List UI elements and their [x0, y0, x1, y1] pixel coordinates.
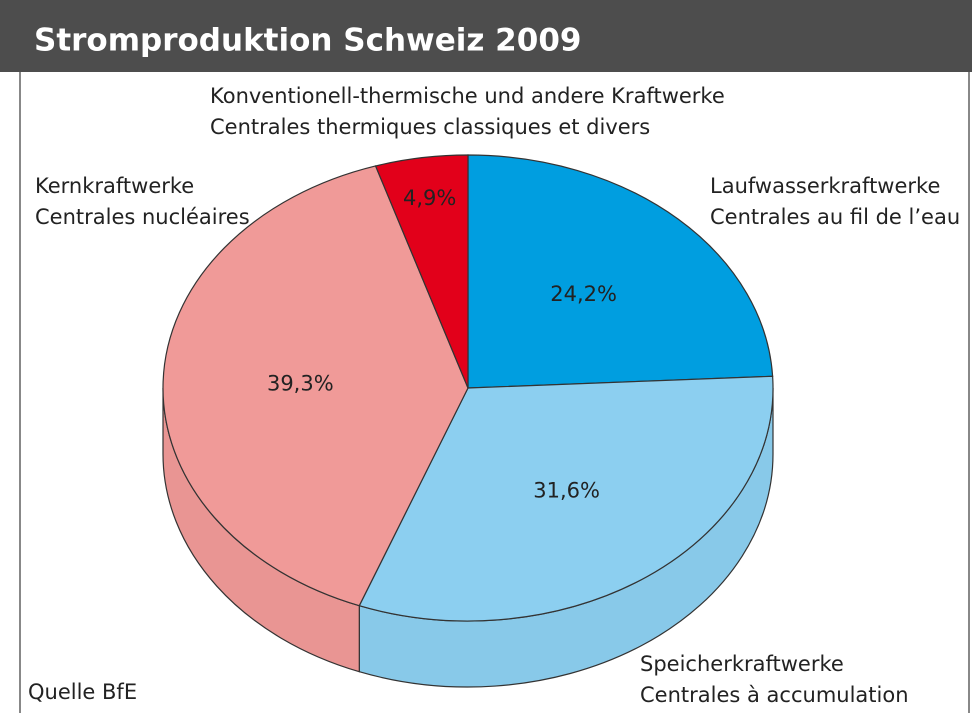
category-label: Laufwasserkraftwerke [710, 174, 940, 198]
category-label: Kernkraftwerke [35, 174, 194, 198]
category-label: Centrales thermiques classiques et diver… [210, 115, 650, 139]
value-label: 31,6% [533, 479, 600, 503]
chart-title: Stromproduktion Schweiz 2009 [34, 23, 581, 59]
value-label: 24,2% [550, 282, 617, 306]
source: Quelle BfE [28, 680, 137, 704]
category-label: Konventionell-thermische und andere Kraf… [210, 84, 725, 108]
slice [374, 154, 469, 389]
value-label: 39,3% [267, 371, 334, 395]
title-banner [0, 0, 972, 72]
slice [467, 154, 774, 389]
category-label: Centrales à accumulation [640, 683, 909, 707]
value-label: 4,9% [403, 186, 456, 210]
category-label: Centrales au fil de l’eau [710, 205, 960, 229]
category-label: Centrales nucléaires [35, 205, 250, 229]
slice [162, 165, 469, 607]
category-label: Speicherkraftwerke [640, 652, 844, 676]
slice [358, 375, 774, 622]
